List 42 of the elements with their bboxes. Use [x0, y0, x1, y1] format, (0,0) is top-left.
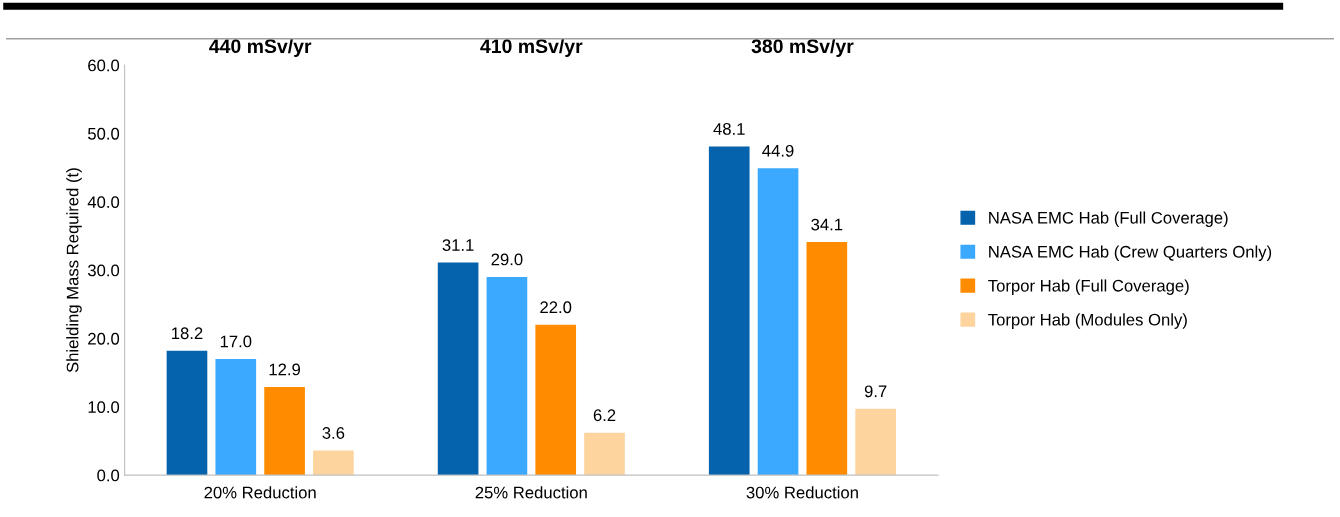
y-tick-label: 30.0 [87, 264, 120, 277]
x-tick-label: 30% Reduction [746, 486, 858, 499]
text: 440 mSv/yr [209, 38, 312, 57]
data-label: 17.0 [220, 335, 252, 348]
legend-label: Torpor Hab (Modules Only) [988, 313, 1187, 329]
data-label: 6.2 [593, 409, 616, 422]
y-tick-label: 40.0 [87, 196, 120, 209]
data-label: 9.7 [864, 385, 887, 398]
data-label: 44.9 [762, 144, 794, 157]
bar [437, 262, 479, 476]
bar [486, 276, 528, 476]
data-label: 29.0 [491, 253, 523, 266]
bar [757, 168, 799, 476]
legend-label: NASA EMC Hab (Crew Quarters Only) [989, 245, 1272, 261]
text: 410 mSv/yr [480, 38, 583, 57]
y-tick-label: 0.0 [97, 469, 120, 482]
bar [806, 242, 848, 476]
bar [855, 408, 896, 476]
data-label: 34.1 [811, 218, 843, 231]
data-label: 48.1 [713, 123, 745, 135]
data-label: 18.2 [172, 327, 203, 340]
bar [166, 350, 208, 476]
y-tick-label: 50.0 [87, 127, 120, 140]
bar [264, 386, 305, 476]
x-tick-label: 20% Reduction [204, 486, 316, 499]
y-tick-label: 20.0 [88, 332, 120, 345]
data-label: 12.9 [269, 363, 301, 376]
text: 380 mSv/yr [751, 38, 854, 57]
legend-label: Torpor Hab (Full Coverage) [988, 279, 1189, 295]
bar [313, 450, 354, 476]
data-label: 3.6 [322, 427, 345, 439]
legend-label: NASA EMC Hab (Full Coverage) [989, 211, 1228, 228]
x-tick-label: 25% Reduction [475, 486, 587, 499]
bar [708, 146, 750, 476]
y-axis-title: Shielding Mass Required (t) [66, 168, 82, 373]
data-label: 22.0 [540, 301, 572, 314]
y-tick-label: 10.0 [88, 401, 120, 413]
y-tick-label: 60.0 [88, 59, 120, 72]
bar [535, 324, 577, 476]
bar [584, 432, 625, 476]
data-label: 31.1 [442, 239, 474, 251]
bar [215, 358, 257, 476]
